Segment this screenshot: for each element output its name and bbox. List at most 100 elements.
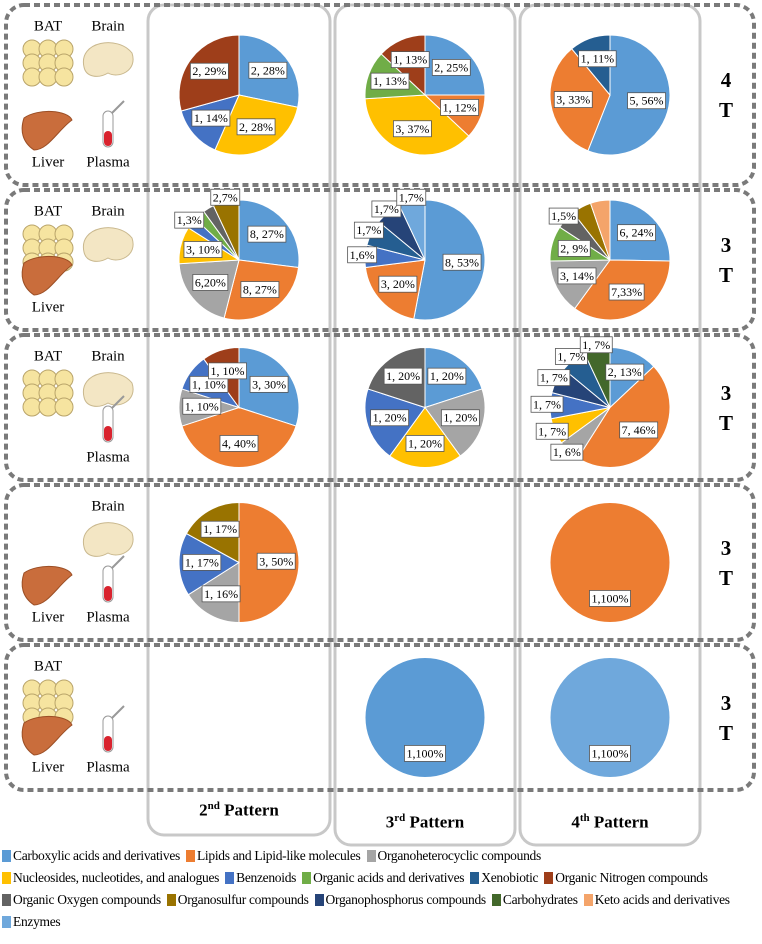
data-label-box — [256, 552, 296, 570]
legend-label: Organic Oxygen compounds — [13, 892, 161, 907]
header-text: Pattern — [409, 812, 465, 832]
legend-swatch — [544, 872, 554, 884]
data-label-group: 6, 24% — [617, 224, 656, 242]
liver-icon — [21, 256, 73, 296]
data-label-group: 1, 10% — [208, 362, 247, 380]
data-label: 3, 14% — [560, 269, 594, 283]
data-label-box — [174, 211, 205, 229]
data-label-box — [554, 348, 588, 365]
data-label-group: 1,7% — [371, 200, 402, 218]
data-label-group: 3, 14% — [557, 267, 597, 285]
data-label-group: 1,6% — [347, 246, 378, 264]
data-label-box — [240, 281, 280, 298]
header-text: Pattern — [593, 812, 649, 832]
data-label: 1, 7% — [533, 397, 561, 411]
data-label: 3, 20% — [381, 277, 415, 291]
data-label-group: 2, 28% — [236, 118, 276, 136]
data-label: 1, 6% — [553, 445, 581, 459]
data-label-group: 5, 56% — [627, 92, 666, 110]
data-label-box — [192, 274, 229, 291]
data-label: 5, 56% — [630, 94, 664, 108]
data-label-group: 1, 12% — [440, 99, 479, 116]
organ-label: Brain — [91, 18, 125, 34]
data-label: 2, 13% — [608, 365, 642, 379]
column-header: 4th Pattern — [520, 812, 700, 833]
data-label: 1, 20% — [408, 436, 442, 450]
legend-label: Carbohydrates — [502, 892, 578, 907]
data-label: 3, 10% — [186, 242, 220, 256]
data-label: 6, 24% — [620, 226, 654, 240]
data-label-box — [530, 395, 564, 413]
header-text: Pattern — [224, 800, 279, 820]
brain-icon — [83, 522, 134, 557]
data-label: 1, 20% — [430, 369, 464, 383]
data-label-group: 1, 16% — [201, 585, 241, 603]
legend-swatch — [491, 894, 501, 906]
organ-label: BAT — [34, 658, 62, 674]
pie-slice — [549, 657, 671, 778]
data-label-box — [201, 585, 241, 603]
data-label-box — [535, 422, 569, 440]
data-label-group: 1, 7% — [554, 348, 588, 365]
data-label: 2, 28% — [239, 120, 273, 134]
data-label: 7, 46% — [622, 423, 656, 437]
header-suffix: th — [579, 812, 590, 824]
liver-icon — [21, 111, 73, 151]
data-label-box — [431, 59, 471, 76]
data-label-group: 1, 7% — [530, 395, 564, 413]
liver-icon — [21, 566, 73, 606]
data-label-group: 3, 37% — [392, 120, 432, 138]
data-label: 1, 10% — [185, 399, 219, 413]
data-label-group: 1, 10% — [189, 375, 229, 393]
legend-swatch — [166, 894, 176, 906]
pipette — [111, 555, 125, 569]
row-frame — [4, 483, 756, 642]
data-label-group: 1, 7% — [535, 422, 569, 440]
legend-label: Keto acids and derivatives — [594, 892, 730, 907]
data-label: 1, 7% — [557, 349, 585, 363]
data-label-box — [210, 188, 241, 206]
data-label-group: 1, 20% — [427, 367, 467, 385]
data-label-group: 1,100% — [589, 745, 631, 762]
legend-item: Keto acids and derivatives — [583, 892, 730, 908]
legend-item: Lipids and Lipid-like molecules — [185, 848, 361, 864]
data-label-group: 3, 33% — [553, 91, 593, 108]
data-label-box — [219, 435, 259, 452]
data-label: 1,7% — [356, 223, 381, 237]
data-label-group: 2, 28% — [248, 61, 288, 79]
legend-item: Xenobiotic — [470, 870, 539, 886]
data-label-box — [370, 409, 410, 427]
organ-label: BAT — [34, 348, 62, 364]
data-label: 2, 25% — [434, 60, 468, 74]
data-label: 3, 50% — [259, 554, 293, 568]
data-label-box — [589, 745, 631, 762]
data-label-box — [182, 397, 222, 415]
data-label-box — [247, 225, 287, 243]
data-label-box — [589, 590, 631, 607]
organ-label: Liver — [32, 609, 64, 625]
legend-label: Organophosphorus compounds — [325, 892, 487, 907]
legend-swatch — [314, 894, 324, 906]
legend-item: Enzymes — [2, 914, 61, 930]
data-label-group: 1, 10% — [182, 397, 222, 415]
data-label-group: 3, 20% — [378, 275, 418, 293]
legend-item: Organophosphorus compounds — [314, 892, 487, 908]
row-frame — [4, 643, 756, 792]
legend-label: Organosulfur compounds — [177, 892, 309, 907]
data-label: 1, 20% — [443, 411, 477, 425]
data-label-group: 1,7% — [353, 221, 384, 239]
row-frame — [4, 3, 756, 187]
data-label: 3, 30% — [252, 377, 286, 391]
data-label: 3, 37% — [395, 122, 429, 136]
data-label-box — [557, 267, 597, 285]
data-label-box — [378, 275, 418, 293]
legend-swatch — [583, 894, 593, 906]
bat-icon — [54, 397, 74, 417]
data-label-box — [392, 120, 432, 138]
data-label-group: 2, 25% — [431, 59, 471, 76]
data-label-group: 2, 29% — [189, 62, 229, 80]
data-label: 2, 29% — [192, 64, 226, 78]
legend-label: Organic Nitrogen compounds — [555, 870, 708, 885]
tube-blood — [104, 586, 112, 601]
data-label-group: 1, 17% — [182, 554, 222, 571]
